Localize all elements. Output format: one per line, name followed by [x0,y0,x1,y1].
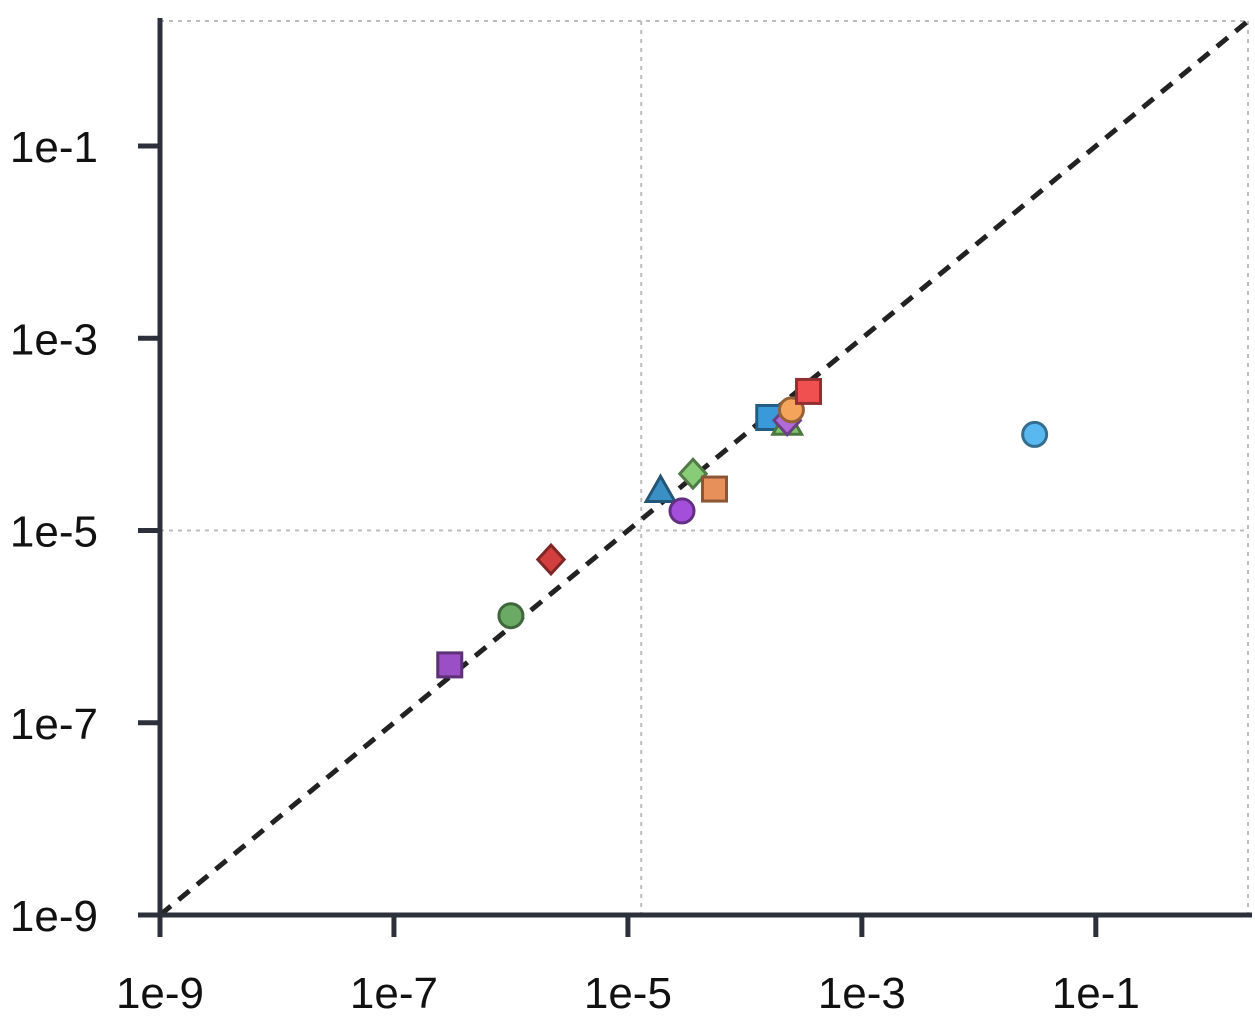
data-point-circle [1021,420,1049,448]
y-axis-ticks: 1e-9 1e-7 1e-5 1e-3 1e-1 [10,123,160,941]
x-tick-label: 1e-3 [818,969,906,1018]
grid-lines [160,21,1248,915]
reference-line [158,19,1250,917]
y-tick-label: 1e-7 [10,700,98,749]
data-point-square [795,377,823,405]
y-tick-label: 1e-5 [10,508,98,557]
x-tick-label: 1e-9 [116,969,204,1018]
data-point-diamond [677,457,709,491]
data-point-square [701,475,729,503]
plot-frame [160,20,1249,915]
reference-line-group [158,19,1250,917]
data-point-circle [668,497,696,525]
x-tick-label: 1e-7 [350,969,438,1018]
y-tick-label: 1e-9 [10,892,98,941]
y-tick-label: 1e-3 [10,315,98,364]
data-point-diamond [535,542,567,577]
y-tick-label: 1e-1 [10,123,98,172]
axes [157,18,1252,919]
x-tick-label: 1e-1 [1052,969,1140,1018]
data-points [436,377,1049,679]
data-point-circle [497,602,525,630]
x-axis-ticks: 1e-9 1e-7 1e-5 1e-3 1e-1 [116,915,1140,1018]
data-point-triangle [643,473,678,503]
data-point-square [436,651,464,679]
x-tick-label: 1e-5 [584,969,672,1018]
